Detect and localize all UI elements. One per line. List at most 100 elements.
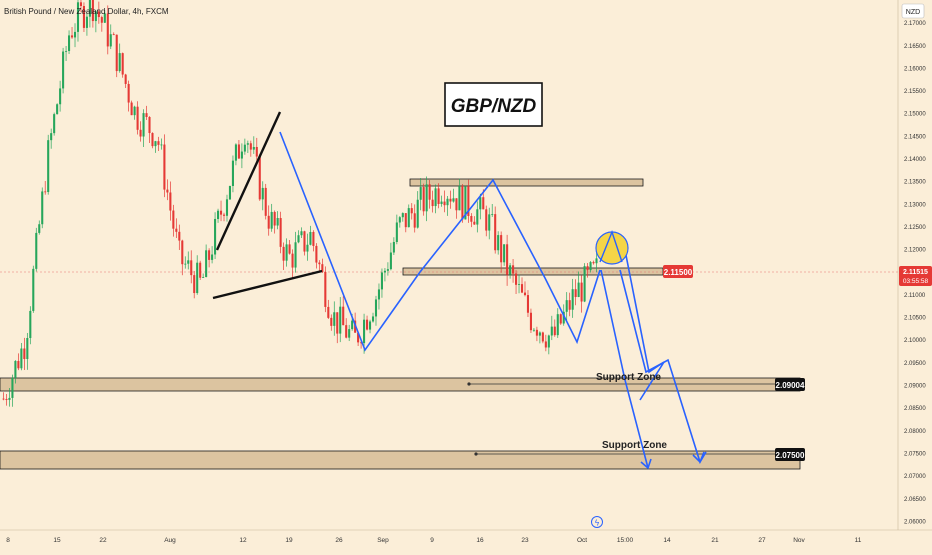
- candle-body: [583, 266, 586, 302]
- x-tick-label: 9: [430, 537, 434, 544]
- x-tick-label: 8: [6, 537, 10, 544]
- support-zone-1[interactable]: [0, 377, 801, 392]
- y-tick-label: 2.15500: [904, 89, 926, 95]
- candle-body: [306, 244, 309, 252]
- x-tick-label: 12: [239, 537, 247, 544]
- candle-body: [26, 338, 29, 360]
- candle-body: [494, 214, 497, 251]
- candle-body: [401, 213, 404, 218]
- x-tick-label: 21: [711, 537, 719, 544]
- candle-body: [208, 250, 211, 260]
- candle-body: [363, 319, 366, 344]
- candle-body: [38, 224, 41, 233]
- candle-body: [145, 113, 148, 117]
- candle-body: [97, 11, 100, 18]
- resistance-price-label: 2.11500: [664, 268, 693, 277]
- candle-body: [526, 295, 530, 313]
- candle-body: [264, 187, 267, 216]
- candle-body: [199, 262, 202, 278]
- candle-body: [377, 289, 381, 300]
- symbol-title: British Pound / New Zealand Dollar, 4h, …: [4, 7, 169, 16]
- y-tick-label: 2.10000: [904, 338, 926, 344]
- arrow-head-c: [640, 458, 652, 470]
- candle-body: [488, 214, 491, 231]
- candle-body: [571, 289, 574, 310]
- candle-body: [383, 270, 386, 273]
- candle-body: [222, 214, 226, 216]
- candle-body: [115, 34, 118, 72]
- event-icon-glyph: ϟ: [595, 519, 600, 528]
- candle-body: [357, 332, 360, 343]
- candle-body: [261, 187, 264, 200]
- candle-body: [214, 218, 217, 255]
- candle-body: [407, 208, 410, 228]
- candle-body: [589, 262, 592, 271]
- y-tick-label: 2.09500: [904, 361, 926, 367]
- wedge-lower-line[interactable]: [212, 269, 323, 300]
- resistance-zone[interactable]: [409, 178, 644, 187]
- candle-body: [529, 312, 532, 331]
- candle-body: [160, 144, 163, 146]
- y-tick-label: 2.07500: [904, 451, 926, 457]
- y-tick-label: 2.17000: [904, 21, 926, 27]
- candle-body: [366, 319, 369, 330]
- y-tick-label: 2.06000: [904, 519, 926, 525]
- candle-body: [225, 199, 229, 216]
- candle-body: [523, 292, 527, 296]
- countdown: 03:55:58: [903, 278, 929, 285]
- candle-body: [413, 213, 416, 228]
- support-zone-2-price: 2.07500: [776, 451, 805, 460]
- candle-body: [500, 235, 503, 263]
- forecast-path-c[interactable]: [600, 269, 649, 469]
- wedge-upper-line[interactable]: [215, 111, 282, 251]
- candle-body: [157, 141, 160, 145]
- candle-body: [124, 74, 127, 84]
- candle-body: [73, 31, 77, 38]
- candle-body: [62, 51, 65, 89]
- candle-body: [595, 258, 598, 264]
- x-tick-label: 14: [663, 537, 671, 544]
- candle-body: [205, 250, 208, 278]
- y-tick-label: 2.12500: [904, 225, 926, 231]
- candle-body: [318, 262, 321, 265]
- title-box[interactable]: [444, 82, 543, 127]
- candle-body: [148, 116, 151, 134]
- y-tick-label: 2.15000: [904, 112, 926, 118]
- candle-body: [374, 299, 378, 317]
- candle-body: [386, 269, 389, 271]
- candle-body: [11, 377, 14, 398]
- candle-body: [351, 320, 354, 330]
- candle-body: [68, 35, 71, 51]
- highlight-peak: [599, 229, 623, 263]
- x-tick-label: 26: [335, 537, 343, 544]
- candle-body: [419, 187, 422, 200]
- candle-body: [211, 254, 214, 260]
- candle-body: [85, 16, 88, 28]
- candle-body: [312, 231, 315, 246]
- candle-body: [172, 210, 175, 229]
- candle-body: [568, 300, 571, 310]
- candle-body: [112, 34, 115, 36]
- candle-body: [76, 2, 80, 32]
- candle-body: [249, 143, 252, 150]
- x-tick-label: Nov: [793, 537, 805, 544]
- candle-body: [47, 140, 50, 192]
- candle-body: [187, 260, 190, 264]
- candle-body: [321, 264, 324, 272]
- candle-body: [193, 275, 196, 294]
- mid-zone[interactable]: [402, 267, 664, 276]
- candle-body: [515, 273, 518, 285]
- candle-body: [458, 186, 461, 211]
- candle-body: [258, 156, 261, 200]
- candle-body: [106, 13, 109, 47]
- event-icon[interactable]: [591, 516, 603, 528]
- x-tick-label: 15:00: [617, 537, 634, 544]
- candle-body: [294, 242, 297, 268]
- y-tick-label: 2.14000: [904, 157, 926, 163]
- candle-body: [279, 218, 282, 247]
- candle-body: [586, 266, 589, 271]
- zigzag-projection[interactable]: [279, 131, 601, 352]
- currency-badge[interactable]: [901, 3, 925, 19]
